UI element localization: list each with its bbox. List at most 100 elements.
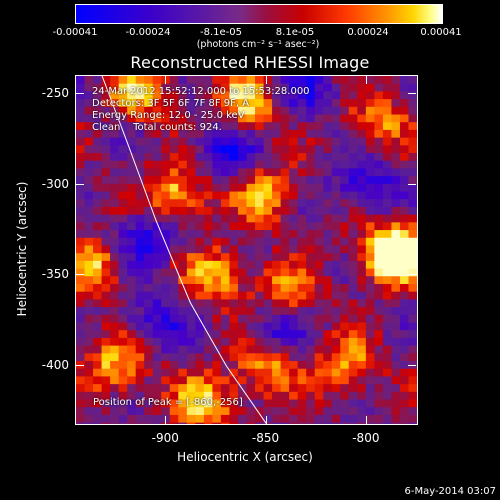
heatmap-cell — [237, 253, 248, 262]
heatmap-cell — [365, 353, 375, 362]
heatmap-cell — [331, 145, 341, 154]
heatmap-cell — [246, 276, 256, 285]
heatmap-cell — [178, 199, 188, 208]
heatmap-cell — [186, 291, 196, 300]
heatmap-cell — [110, 129, 120, 139]
heatmap-cell — [110, 168, 120, 177]
heatmap-cell — [127, 314, 137, 324]
heatmap-cell — [101, 76, 111, 85]
heatmap-cell — [408, 307, 417, 316]
heatmap-cell — [255, 361, 265, 370]
heatmap-cell — [399, 145, 410, 154]
heatmap-cell — [357, 322, 367, 331]
heatmap-cell — [391, 330, 401, 339]
heatmap-cell — [144, 199, 154, 208]
heatmap-cell — [272, 414, 282, 424]
heatmap-cell — [382, 353, 393, 362]
heatmap-cell — [237, 283, 248, 293]
heatmap-cell — [84, 214, 94, 223]
heatmap-cell — [220, 407, 231, 416]
heatmap-cell — [127, 230, 137, 239]
heatmap-cell — [220, 268, 231, 277]
heatmap-cell — [93, 153, 103, 162]
heatmap-cell — [289, 83, 299, 92]
heatmap-cell — [212, 268, 222, 277]
heatmap-cell — [237, 407, 248, 416]
y-tick-label: -400 — [41, 358, 69, 372]
heatmap-cell — [391, 222, 401, 231]
heatmap-cell — [135, 345, 145, 354]
heatmap-cell — [331, 230, 341, 239]
heatmap-cell — [382, 307, 393, 316]
heatmap-cell — [391, 176, 401, 185]
heatmap-cell — [382, 237, 393, 247]
heatmap-cell — [306, 414, 316, 424]
heatmap-cell — [331, 384, 341, 393]
heatmap-cell — [280, 283, 290, 293]
heatmap-cell — [186, 276, 196, 285]
heatmap-cell — [272, 368, 282, 378]
heatmap-cell — [144, 307, 154, 316]
heatmap-cell — [374, 83, 384, 92]
heatmap-cell — [323, 206, 333, 216]
heatmap-cell — [195, 299, 205, 308]
heatmap-cell — [357, 253, 367, 262]
heatmap-cell — [101, 376, 111, 385]
heatmap-cell — [323, 268, 333, 277]
heatmap-cell — [408, 384, 417, 393]
heatmap-cell — [237, 237, 248, 247]
heatmap-cell — [101, 299, 111, 308]
heatmap-cell — [255, 230, 265, 239]
heatmap-cell — [323, 237, 333, 247]
heatmap-cell — [280, 99, 290, 108]
heatmap-cell — [144, 361, 154, 370]
heatmap-cell — [110, 91, 120, 100]
heatmap-cell — [263, 353, 273, 362]
heatmap-cell — [357, 268, 367, 277]
heatmap-cell — [340, 276, 350, 285]
heatmap-cell — [161, 384, 171, 393]
heatmap-cell — [357, 260, 367, 270]
heatmap-cell — [382, 337, 393, 347]
heatmap-cell — [186, 83, 196, 92]
heatmap-cell — [331, 368, 341, 378]
heatmap-cell — [195, 145, 205, 154]
heatmap-cell — [323, 137, 333, 146]
heatmap-cell — [382, 245, 393, 254]
heatmap-cell — [272, 330, 282, 339]
heatmap-cell — [289, 245, 299, 254]
heatmap-cell — [374, 160, 384, 170]
heatmap-cell — [161, 276, 171, 285]
heatmap-cell — [127, 368, 137, 378]
heatmap-cell — [118, 391, 128, 401]
heatmap-cell — [314, 407, 324, 416]
heatmap-cell — [391, 183, 401, 193]
heatmap-cell — [289, 414, 299, 424]
heatmap-cell — [374, 260, 384, 270]
heatmap-cell — [186, 160, 196, 170]
heatmap-cell — [135, 153, 145, 162]
heatmap-cell — [118, 368, 128, 378]
heatmap-cell — [297, 337, 307, 347]
heatmap-cell — [289, 345, 299, 354]
heatmap-cell — [135, 407, 145, 416]
heatmap-cell — [237, 414, 248, 424]
heatmap-cell — [331, 168, 341, 177]
heatmap-cell — [340, 253, 350, 262]
heatmap-cell — [93, 237, 103, 247]
heatmap-cell — [391, 91, 401, 100]
heatmap-cell — [314, 191, 324, 200]
heatmap-cell — [323, 376, 333, 385]
heatmap-cell — [101, 330, 111, 339]
heatmap-cell — [365, 322, 375, 331]
heatmap-cell — [203, 299, 214, 308]
heatmap-cell — [76, 168, 86, 177]
heatmap-cell — [161, 191, 171, 200]
heatmap-cell — [272, 391, 282, 401]
heatmap-cell — [289, 422, 299, 424]
heatmap-cell — [357, 191, 367, 200]
heatmap-cell — [365, 307, 375, 316]
heatmap-cell — [127, 83, 137, 92]
heatmap-cell — [93, 299, 103, 308]
heatmap-cell — [144, 99, 154, 108]
